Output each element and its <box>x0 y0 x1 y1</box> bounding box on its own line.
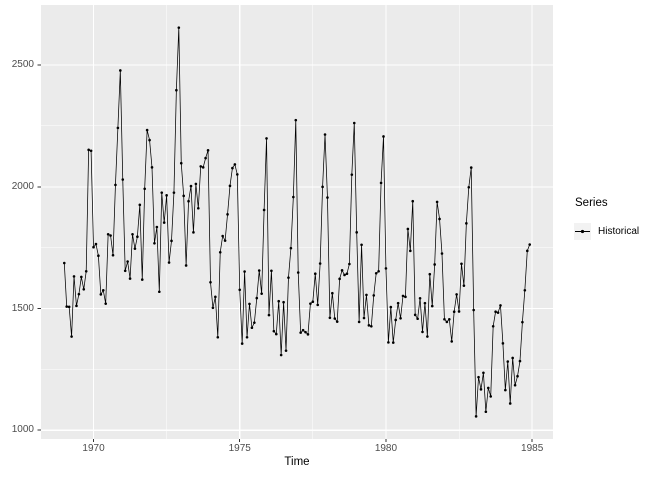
x-axis-title: Time <box>284 456 310 468</box>
y-tick-label: 2000 <box>11 180 34 192</box>
legend-title: Series <box>575 197 608 209</box>
y-tick-label: 2500 <box>11 59 34 71</box>
panel-background <box>41 5 553 439</box>
x-tick-label: 1980 <box>374 443 398 454</box>
x-tick-label: 1975 <box>228 443 251 454</box>
line-point-key-icon <box>574 223 591 240</box>
legend-entry-historical: Historical <box>574 223 639 240</box>
series-points-historical <box>62 26 532 418</box>
y-tick-label: 1000 <box>11 424 34 436</box>
x-tick-label: 1985 <box>521 443 544 454</box>
axis-tick-marks <box>37 64 533 442</box>
legend-entry-label: Historical <box>598 226 640 237</box>
series-line-historical <box>63 27 531 417</box>
legend: Series Historical <box>574 196 639 240</box>
x-tick-label: 1970 <box>82 443 105 454</box>
y-tick-label: 1500 <box>11 302 34 314</box>
